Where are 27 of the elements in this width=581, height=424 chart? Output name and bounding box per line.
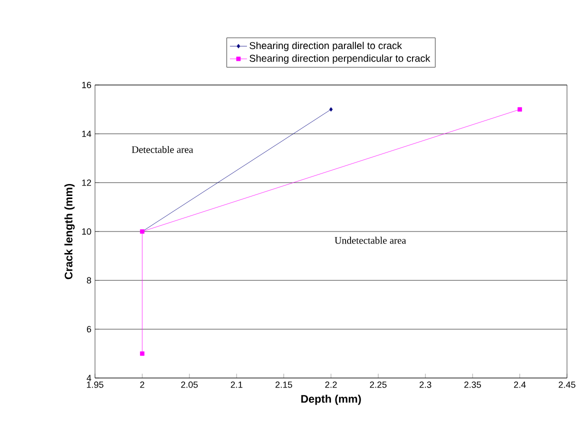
y-tick-label: 8 xyxy=(86,277,92,284)
annotation: Undetectable area xyxy=(334,236,406,244)
x-tick-label: 2.3 xyxy=(420,382,432,388)
y-tick-label: 4 xyxy=(86,374,92,382)
x-tick-label: 2.05 xyxy=(181,382,198,388)
x-tick-label: 2.4 xyxy=(514,382,526,388)
x-tick-label: 2.1 xyxy=(230,382,242,388)
x-tick-label: 2.25 xyxy=(370,382,387,388)
y-tick-label: 12 xyxy=(82,180,92,186)
annotation: Detectable area xyxy=(132,146,194,153)
y-tick-label: 6 xyxy=(86,326,92,332)
x-tick-label: 2.35 xyxy=(464,382,481,388)
x-tick-label: 2.2 xyxy=(325,382,337,388)
x-axis-title: Depth (mm) xyxy=(301,394,361,405)
x-tick-label: 2.15 xyxy=(276,382,292,388)
legend-label: Shearing direction parallel to crack xyxy=(250,42,402,52)
y-axis-title: Crack length (mm) xyxy=(64,184,75,280)
y-tick-label: 10 xyxy=(82,228,92,235)
legend-label: Shearing direction perpendicular to crack xyxy=(250,54,430,64)
y-tick-label: 16 xyxy=(82,82,92,88)
point xyxy=(329,107,333,112)
y-tick-label: 14 xyxy=(82,130,92,137)
x-tick-label: 2 xyxy=(140,382,144,388)
point xyxy=(518,107,522,112)
point xyxy=(140,351,144,356)
x-tick-label: 2.45 xyxy=(558,382,576,388)
x-tick-label: 1.95 xyxy=(86,382,104,388)
